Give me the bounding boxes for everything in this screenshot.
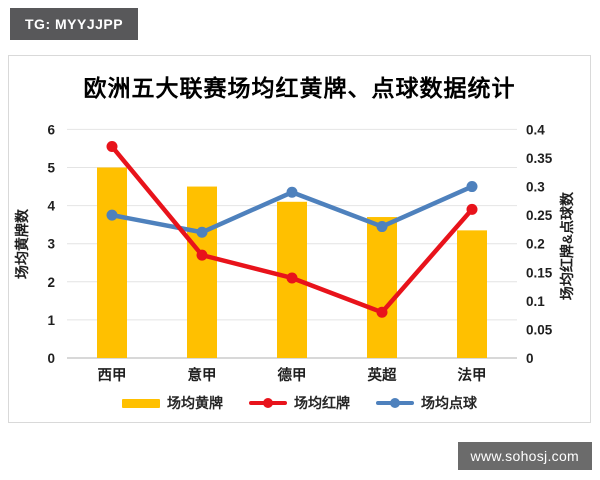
legend-line-swatch	[376, 397, 414, 409]
right-axis-tick: 0.25	[526, 208, 553, 223]
right-axis-tick: 0.3	[526, 180, 545, 195]
marker-场均点球-法甲	[466, 181, 478, 193]
left-axis-title: 场均黄牌数	[14, 208, 30, 279]
right-axis-tick: 0.35	[526, 151, 553, 166]
marker-场均点球-英超	[376, 221, 388, 233]
legend-item-场均点球: 场均点球	[376, 393, 477, 413]
chart-legend: 场均黄牌 场均红牌 场均点球	[9, 393, 590, 413]
legend-bar-swatch	[122, 398, 160, 408]
left-axis-tick: 4	[47, 199, 55, 214]
right-axis-tick: 0.15	[526, 265, 553, 280]
plot-svg: 0 1 2 3 4 5 6 0 0.05 0.1 0.15 0.2 0.25 0.3 0.35 0.4 西甲 意甲…	[14, 122, 575, 384]
right-axis-tick: 0	[526, 351, 534, 366]
marker-场均红牌-意甲	[196, 249, 208, 261]
tg-badge: TG: MYYJJPP	[10, 8, 139, 40]
legend-label: 场均红牌	[294, 395, 350, 411]
left-axis-tick: 3	[47, 237, 55, 252]
bar-意甲	[187, 186, 217, 358]
marker-场均红牌-英超	[376, 306, 388, 318]
marker-场均点球-德甲	[286, 186, 298, 198]
bar-法甲	[457, 230, 487, 358]
legend-dot	[390, 398, 400, 408]
left-axis-tick: 6	[47, 122, 55, 137]
marker-场均点球-西甲	[106, 209, 118, 221]
legend-item-场均黄牌: 场均黄牌	[122, 393, 223, 413]
marker-场均红牌-德甲	[286, 272, 298, 284]
watermark: www.sohosj.com	[457, 442, 592, 470]
legend-item-场均红牌: 场均红牌	[249, 393, 350, 413]
x-axis-label: 意甲	[188, 366, 217, 384]
legend-label: 场均点球	[421, 395, 477, 411]
marker-场均红牌-法甲	[466, 203, 478, 215]
marker-场均红牌-西甲	[106, 141, 118, 153]
legend-dot	[263, 398, 273, 408]
bar-西甲	[97, 167, 127, 358]
chart-title: 欧洲五大联赛场均红黄牌、点球数据统计	[83, 76, 516, 101]
right-axis-tick: 0.2	[526, 237, 545, 252]
right-axis-tick: 0.1	[526, 294, 545, 309]
left-axis-tick: 1	[47, 313, 55, 328]
left-axis-tick: 5	[47, 161, 55, 176]
legend-label: 场均黄牌	[167, 395, 223, 411]
x-axis-label: 英超	[368, 366, 397, 384]
bar-英超	[367, 217, 397, 358]
x-axis-label: 法甲	[458, 366, 487, 384]
legend-line-swatch	[249, 397, 287, 409]
chart-frame: 欧洲五大联赛场均红黄牌、点球数据统计 0 1 2 3 4 5 6 0 0.05 0.1 0.15 0.…	[8, 55, 591, 423]
marker-场均点球-意甲	[196, 226, 208, 238]
x-axis-label: 德甲	[278, 366, 307, 384]
right-axis-title: 场均红牌&点球数	[559, 191, 575, 300]
left-axis-tick: 2	[47, 275, 55, 290]
left-axis-tick: 0	[47, 351, 55, 366]
right-axis-tick: 0.4	[526, 122, 545, 137]
right-axis-tick: 0.05	[526, 322, 553, 337]
x-axis-label: 西甲	[98, 367, 127, 384]
